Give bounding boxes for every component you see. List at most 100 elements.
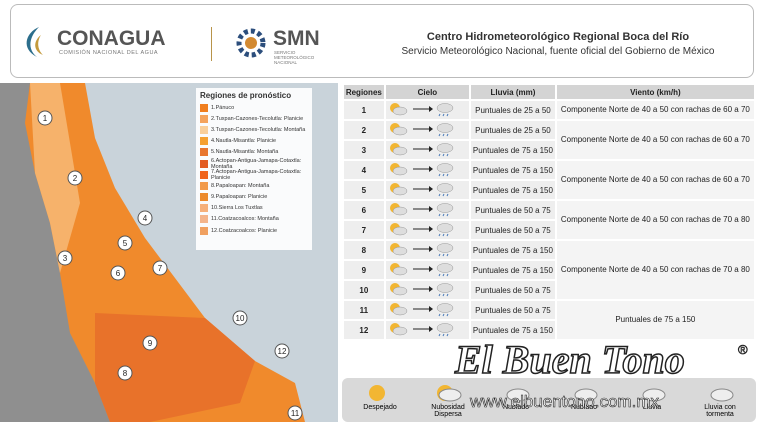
logo-text: SMN [273,27,320,50]
legend-title: Regiones de pronóstico [200,91,292,100]
column-header: Viento (km/h) [556,85,754,99]
key-icon [710,388,734,402]
table-row: 11 Puntuales de 50 a 75 Puntuales de 75 a … [344,301,754,339]
legend-swatch [200,226,208,235]
cloud [642,388,666,402]
wind-cell: Componente Norte de 40 a 50 con rachas d… [556,241,754,299]
legend-text: 1.Pánuco [211,104,235,111]
region-cell: 1 [344,101,384,119]
sun [369,385,385,401]
sky-cell [385,141,470,159]
legend-text: 7.Actopan-Antigua-Jamapa-Cotaxtla: Plani… [211,168,302,181]
legend-swatch [200,137,208,146]
header: CONAGUA COMISIÓN NACIONAL DEL AGUA SMN S… [10,4,754,78]
region-marker [142,335,158,351]
table-row: 3 Puntuales de 75 a 150 [344,141,754,159]
region-marker [117,365,133,381]
legend-item: 8.Papaloapan: Montaña [200,180,308,191]
sky-cell [385,201,470,219]
legend-text: 8.Papaloapan: Montaña [211,182,270,189]
rain-cell: Puntuales de 50 a 75 [471,221,555,239]
table-row: 6 Puntuales de 50 a 75 Componente Norte de… [344,201,754,239]
legend-item: 1.Pánuco [200,102,308,113]
region-number: 2 [73,174,78,183]
forecast-table: Regiones Cielo Lluvia (mm) Viento (km/h) 1 Pu… [342,83,756,341]
region-cell: 12 [344,321,384,339]
region-marker [57,250,73,266]
legend-item: 4.Nautla-Misantla: Planicie [200,136,308,147]
column-header: Lluvia (mm) [471,85,555,99]
sky-cell [385,321,470,339]
legend-text: 11.Coatzacoalcos: Montaña [211,216,279,223]
sky-cell [385,161,470,179]
region-marker [137,210,153,226]
sky-icon [390,323,454,337]
key-label: Nublado [570,404,598,411]
legend-item: 3.Tuxpan-Cazones-Tecolutla: Montaña [200,124,308,135]
region-number: 8 [123,369,128,378]
sky-cell [385,101,470,119]
region-cell: 10 [344,281,384,299]
sky-cell [385,221,470,239]
sky-cell [385,241,470,259]
legend-item: 9.Papaloapan: Planicie [200,192,308,203]
smn-icon [236,28,266,58]
region-cell: 5 [344,181,384,199]
region-marker [232,310,248,326]
sky-cell [385,301,470,319]
region-number: 3 [63,254,68,263]
region-cell: 4 [344,161,384,179]
legend-text: 10.Sierra Los Tuxtlas [211,205,263,212]
region-cell: 9 [344,261,384,279]
sky-icon [390,263,454,277]
legend-item: 7.Actopan-Antigua-Jamapa-Cotaxtla: Plani… [200,168,308,181]
key-label: Despejado [363,404,397,411]
region-cell: 6 [344,201,384,219]
region-marker [274,343,290,359]
key-label: Nublado [502,404,530,411]
legend-swatch [200,148,208,157]
sky-icon [390,103,454,117]
watermark-mark: ® [738,342,748,358]
key-label: Lluvia [642,404,662,411]
region-number: 5 [123,239,128,248]
legend-swatch [200,103,208,112]
sky-cell [385,121,470,139]
region-number: 10 [236,314,245,323]
legend-text: 6.Actopan-Antigua-Jamapa-Cotaxtla: Monta… [211,157,302,170]
wind-cell: Componente Norte de 40 a 50 con rachas d… [556,201,754,239]
region-number: 9 [148,339,153,348]
region-cell: 2 [344,121,384,139]
cloud [438,388,462,402]
legend-swatch [200,193,208,202]
logo-subtext: COMISIÓN NACIONAL DEL AGUA [59,50,159,56]
legend-item: 5.Nautla-Misantla: Montaña [200,147,308,158]
sky-cell [385,281,470,299]
legend-item: 12.Coatzacoalcos: Planicie [200,225,308,236]
rain-cell: Puntuales de 75 a 150 [471,141,555,159]
legend-swatch [200,204,208,213]
logo-text: CONAGUA [57,27,166,50]
map-legend: Regiones de pronóstico 1.Pánuco 2.Tuxpan-C… [196,88,312,250]
rain-cell: Puntuales de 25 a 50 [471,121,555,139]
sky-icon [390,303,454,317]
region-number: 11 [291,409,300,418]
region-marker [110,265,126,281]
legend-swatch [200,170,208,179]
watermark-brand: El Buen Tono [454,336,685,383]
cloud [506,388,530,402]
subtitle: Servicio Meteorológico Nacional, fuente … [401,46,715,57]
legend-item: 10.Sierra Los Tuxtlas [200,203,308,214]
legend-item: 11.Coatzacoalcos: Montaña [200,214,308,225]
sky-icon [390,223,454,237]
rain-cell: Puntuales de 75 a 150 [471,161,555,179]
sky-icon [390,163,454,177]
table-row: 9 Puntuales de 75 a 150 [344,261,754,279]
table-row: 10 Puntuales de 50 a 75 [344,281,754,299]
key-icon [574,388,598,402]
wind-cell: Componente Norte de 40 a 50 con rachas d… [556,101,754,119]
key-icon [506,388,530,402]
wind-cell: Puntuales de 75 a 150 [556,301,754,339]
watermark-url: www.elbuentono.com.mx [470,392,660,412]
